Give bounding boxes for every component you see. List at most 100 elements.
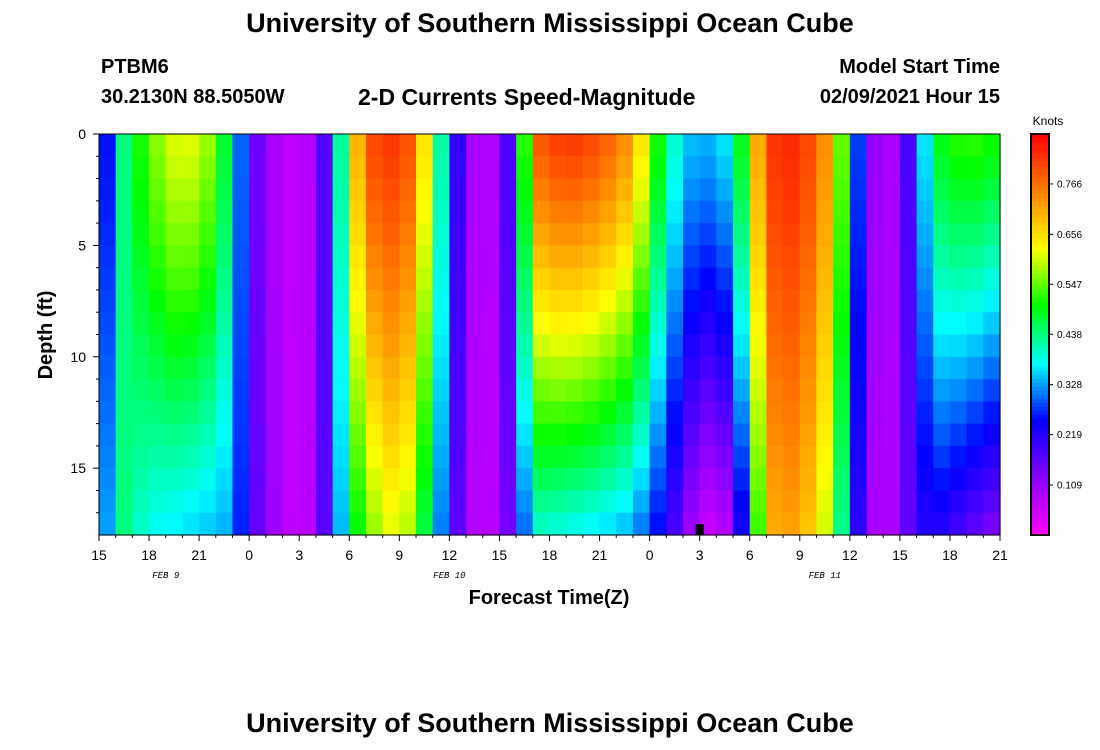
heatmap-cell [949, 401, 968, 425]
heatmap-cell [482, 200, 501, 224]
heatmap-cell [632, 200, 651, 224]
heatmap-cell [582, 401, 601, 425]
heatmap-cell [766, 200, 784, 224]
heatmap-cell [149, 356, 167, 380]
heatmap-cell [933, 401, 951, 425]
heatmap-cell [766, 468, 784, 492]
heatmap-cell [966, 289, 984, 313]
heatmap-cell [749, 468, 768, 492]
heatmap-cell [382, 289, 400, 313]
heatmap-cell [99, 512, 117, 536]
heatmap-cell [416, 223, 434, 246]
heatmap-cell [899, 312, 918, 336]
heatmap-cell [949, 156, 968, 180]
heatmap-cell [816, 512, 834, 536]
heatmap-cell [199, 512, 217, 536]
colorbar-swatch [1031, 178, 1049, 183]
heatmap-cell [833, 134, 851, 157]
heatmap-cell [983, 134, 1001, 157]
heatmap-cell [449, 223, 467, 246]
heatmap-cell [582, 445, 601, 469]
heatmap-cell [132, 468, 150, 492]
heatmap-cell [149, 445, 167, 469]
heatmap-cell [549, 423, 567, 447]
heatmap-cell [516, 401, 534, 425]
heatmap-cell [582, 223, 601, 246]
heatmap-cell [699, 334, 717, 358]
heatmap-cell [399, 468, 417, 492]
heatmap-cell [332, 245, 350, 269]
heatmap-cell [349, 200, 367, 224]
y-tick-label: 10 [70, 349, 86, 365]
heatmap-cell [883, 468, 901, 492]
heatmap-cell [549, 134, 567, 157]
colorbar-swatch [1031, 142, 1049, 147]
heatmap-cell [199, 468, 217, 492]
heatmap-cell [282, 289, 300, 313]
heatmap-cell [883, 379, 901, 402]
heatmap-cell [916, 356, 934, 380]
heatmap-cell [249, 423, 267, 447]
heatmap-cell [716, 334, 734, 358]
heatmap-cell [666, 267, 684, 291]
heatmap-cell [482, 267, 501, 291]
heatmap-cell [816, 156, 834, 180]
heatmap-cell [866, 200, 884, 224]
heatmap-cell [582, 468, 601, 492]
heatmap-cell [449, 178, 467, 202]
heatmap-cell [416, 379, 434, 402]
heatmap-cell [215, 156, 234, 180]
heatmap-cell [699, 379, 717, 402]
colorbar-swatch [1031, 170, 1049, 175]
heatmap-cell [983, 512, 1001, 536]
heatmap-cell [716, 200, 734, 224]
colorbar-swatch [1031, 478, 1049, 484]
heatmap-cell [699, 356, 717, 380]
heatmap-cell [99, 379, 117, 402]
heatmap-cell [449, 134, 467, 157]
heatmap-cell [599, 245, 617, 269]
colorbar-swatch [1031, 410, 1049, 416]
heatmap-cell [933, 156, 951, 180]
heatmap-cell [416, 356, 434, 380]
heatmap-cell [432, 445, 450, 469]
heatmap-cell [616, 245, 634, 269]
heatmap-cell [916, 245, 934, 269]
colorbar-swatch [1031, 530, 1049, 536]
heatmap-cell [899, 289, 918, 313]
heatmap-cell [783, 334, 801, 358]
heatmap-cell [99, 334, 117, 358]
heatmap-cell [783, 223, 801, 246]
heatmap-cell [165, 156, 184, 180]
page-title: University of Southern Mississippi Ocean… [246, 8, 854, 38]
heatmap-cell [499, 468, 517, 492]
heatmap-cell [432, 178, 450, 202]
heatmap-cell [132, 178, 150, 202]
heatmap-cell [449, 312, 467, 336]
heatmap-cell [165, 445, 184, 469]
heatmap-cell [749, 445, 768, 469]
heatmap-cell [265, 156, 284, 180]
heatmap-cell [749, 401, 768, 425]
heatmap-cell [666, 490, 684, 514]
heatmap-cell [549, 223, 567, 246]
heatmap-cell [983, 223, 1001, 246]
heatmap-cell [215, 356, 234, 380]
heatmap-cell [983, 245, 1001, 269]
heatmap-cell [666, 134, 684, 157]
heatmap-cell [499, 134, 517, 157]
heatmap-cell [232, 379, 250, 402]
heatmap-cell [299, 223, 317, 246]
heatmap-cell [199, 356, 217, 380]
heatmap-cell [716, 356, 734, 380]
heatmap-cell [582, 156, 601, 180]
heatmap-cell [899, 401, 918, 425]
heatmap-cell [649, 200, 667, 224]
heatmap-cell [99, 200, 117, 224]
heatmap-cell [449, 200, 467, 224]
heatmap-cell [449, 423, 467, 447]
heatmap-cell [733, 512, 751, 536]
heatmap-cell [566, 178, 584, 202]
heatmap-cell [682, 490, 701, 514]
heatmap-cell [382, 200, 400, 224]
